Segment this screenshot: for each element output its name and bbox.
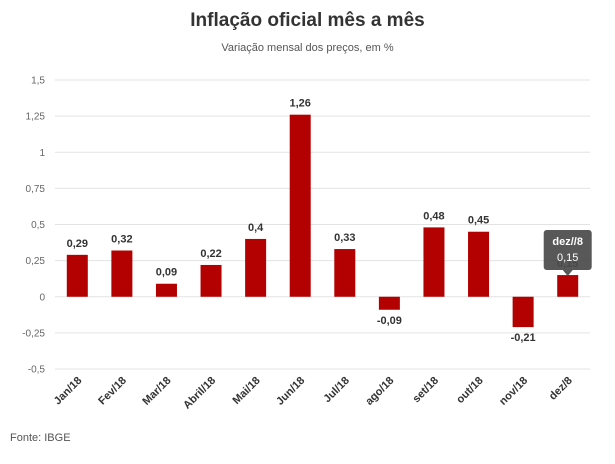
bar (378, 296, 400, 310)
x-tick-label: Jul/18 (321, 375, 352, 406)
x-tick-label: nov/18 (497, 375, 530, 408)
x-tick-label: Jun/18 (274, 375, 307, 408)
x-tick-label: Mai/18 (230, 375, 262, 407)
x-tick-label: Abril/18 (181, 375, 218, 412)
x-tick-label: Fev/18 (96, 375, 129, 408)
data-label: -0,21 (511, 332, 536, 344)
x-tick-label: Jan/18 (52, 375, 85, 408)
tooltip-pointer (562, 270, 573, 276)
grid-lines (55, 79, 590, 370)
bar (512, 296, 534, 328)
bar (66, 254, 88, 297)
bar (468, 231, 490, 297)
bar (289, 114, 311, 297)
x-tick-label: dez/8 (547, 375, 575, 403)
y-tick-label: 1,25 (26, 112, 46, 123)
data-label: 0,4 (248, 222, 264, 234)
y-tick-label: 0,25 (26, 256, 46, 267)
y-tick-label: 1,5 (31, 76, 45, 87)
data-label: 0,48 (423, 210, 444, 222)
y-tick-label: 1 (39, 148, 45, 159)
y-tick-label: -0,5 (28, 365, 46, 376)
bar (423, 227, 445, 297)
bar (155, 283, 177, 297)
bars (66, 114, 579, 328)
tooltip: dez//8 0,15 (543, 230, 592, 276)
x-tick-label: out/18 (454, 375, 485, 406)
data-label: 0,32 (111, 234, 132, 246)
data-label: 0,09 (156, 267, 177, 279)
data-label: 0,22 (200, 248, 221, 260)
tooltip-box (543, 230, 592, 270)
bar (245, 238, 267, 297)
tooltip-category: dez//8 (552, 236, 583, 248)
x-tick-label: Mar/18 (140, 375, 173, 408)
bar (334, 249, 356, 297)
data-label: -0,09 (377, 315, 402, 327)
data-labels: 0,29 0,32 0,09 0,22 0,4 1,26 0,33 -0,09 0,48 0,45… (67, 98, 579, 344)
bar (200, 264, 222, 297)
bar (111, 250, 133, 297)
y-tick-label: 0 (39, 292, 45, 303)
data-label: 0,33 (334, 232, 355, 244)
y-axis-ticks: -0,5 -0,25 0 0,25 0,5 0,75 1 1,25 1,5 (22, 76, 45, 376)
source-note: Fonte: IBGE (10, 432, 71, 444)
x-tick-label: ago/18 (363, 375, 396, 408)
y-tick-label: 0,75 (26, 184, 46, 195)
chart-subtitle: Variação mensal dos preços, em % (221, 42, 394, 54)
bar (557, 275, 579, 297)
data-label: 0,29 (67, 238, 88, 250)
data-label: 1,26 (289, 98, 310, 110)
x-tick-label: set/18 (411, 375, 442, 406)
x-axis-ticks: Jan/18 Fev/18 Mar/18 Abril/18 Mai/18 Jun/18 Ju… (52, 375, 575, 412)
y-tick-label: -0,25 (22, 328, 45, 339)
y-tick-label: 0,5 (31, 220, 45, 231)
data-label: 0,45 (468, 215, 489, 227)
tooltip-value: 0,15 (557, 252, 578, 264)
chart-title: Inflação oficial mês a mês (190, 10, 425, 31)
